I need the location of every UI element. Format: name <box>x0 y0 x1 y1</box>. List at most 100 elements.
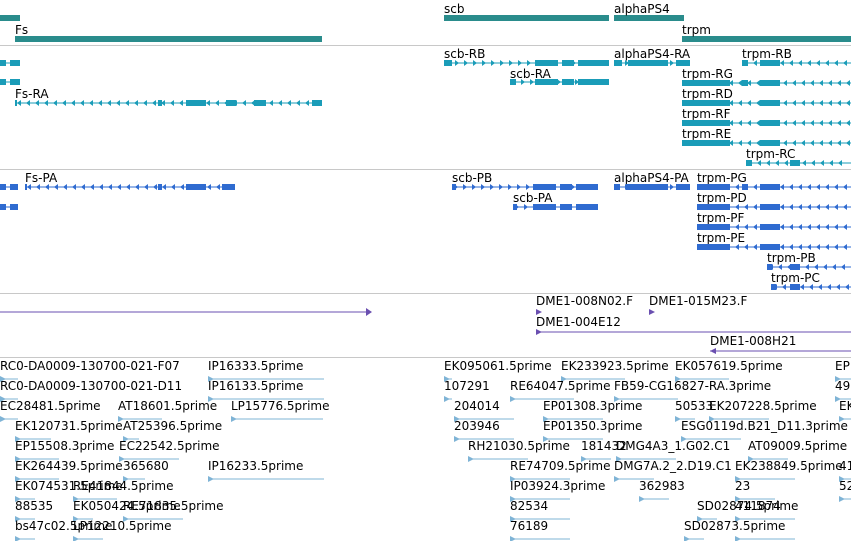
protein-label-trpm-pb[interactable]: trpm-PB <box>767 251 816 265</box>
est-2[interactable]: EK095061.5prime <box>444 359 552 373</box>
transcript-label-fs-ra[interactable]: Fs-RA <box>15 87 49 101</box>
transcript-fs-ra-strand <box>80 100 84 106</box>
transcript-label-trpm-re[interactable]: trpm-RE <box>682 127 731 141</box>
transcript-label-scb-ra[interactable]: scb-RA <box>510 67 552 81</box>
est-53[interactable]: SD02873.5prime <box>684 519 785 533</box>
est-12[interactable]: EC28481.5prime <box>0 399 101 413</box>
transcript-trpm-rg-strand <box>684 80 688 86</box>
transcript-label-trpm-rf[interactable]: trpm-RF <box>682 107 731 121</box>
protein-label-fs-pa[interactable]: Fs-PA <box>25 171 58 185</box>
protein-label-alphaps4-pa[interactable]: alphaPS4-PA <box>614 171 690 185</box>
est-48[interactable]: SD02874.5prime <box>697 499 798 513</box>
est-1[interactable]: IP16333.5prime <box>208 359 303 373</box>
est-22[interactable]: 203946 <box>454 419 500 433</box>
est-25[interactable]: EP15508.3prime <box>15 439 114 453</box>
est-16[interactable]: EP01308.3prime <box>543 399 642 413</box>
est-30[interactable]: AT09009.5prime <box>748 439 847 453</box>
protein-label-trpm-pf[interactable]: trpm-PF <box>697 211 745 225</box>
est-45[interactable]: EK050424.5prime <box>73 499 181 513</box>
est-52[interactable]: 76189 <box>510 519 548 533</box>
transcript-scb-ra-exon <box>535 79 558 85</box>
gene-label-alphaps4[interactable]: alphaPS4 <box>614 2 670 16</box>
est-29[interactable]: DMG4A3_1.G02.C1 <box>616 439 730 453</box>
est-10[interactable]: FB59-CG16827-RA.3prime <box>614 379 771 393</box>
est-4[interactable]: EK057619.5prime <box>675 359 783 373</box>
est-20[interactable]: EK120731.5prime <box>15 419 123 433</box>
protein-label-scb-pa[interactable]: scb-PA <box>513 191 553 205</box>
est-3[interactable]: EK233923.5prime <box>561 359 669 373</box>
est-37[interactable]: 411810 <box>839 459 851 473</box>
est-15[interactable]: 204014 <box>454 399 500 413</box>
protein-label-trpm-pg[interactable]: trpm-PG <box>697 171 747 185</box>
est-40[interactable]: IP03924.3prime <box>510 479 605 493</box>
transcript-trpm-re-strand <box>783 140 787 146</box>
est-47[interactable]: 82534 <box>510 499 548 513</box>
est-44[interactable]: 88535 <box>15 499 53 513</box>
protein-scb-pb-exon <box>576 184 598 190</box>
est-43[interactable]: 520288 <box>839 479 851 493</box>
clone-label-008n02[interactable]: DME1-008N02.F <box>536 294 633 308</box>
est-21[interactable]: AT25396.5prime <box>123 419 222 433</box>
transcript-trpm-rg-strand <box>801 80 805 86</box>
protein-trpm-pd-strand <box>843 204 847 210</box>
est-11[interactable]: 49 <box>835 379 850 393</box>
est-31[interactable]: EK264439.5prime <box>15 459 123 473</box>
transcript-trpm-rc-strand <box>820 160 824 166</box>
clone-label-015m23[interactable]: DME1-015M23.F <box>649 294 747 308</box>
transcript-trpm-rd-strand <box>738 100 742 106</box>
transcript-fs-ra-exon <box>15 100 17 106</box>
transcript-label-trpm-rc[interactable]: trpm-RC <box>746 147 795 161</box>
est-23[interactable]: EP01350.3prime <box>543 419 642 433</box>
est-13[interactable]: AT18601.5prime <box>118 399 217 413</box>
est-27[interactable]: RH21030.5prime <box>468 439 570 453</box>
est-39[interactable]: RE41844.5prime <box>73 479 174 493</box>
est-28[interactable]: 181432 <box>581 439 627 453</box>
est-46[interactable]: RE71835.5prime <box>123 499 224 513</box>
transcript-label-scb-rb[interactable]: scb-RB <box>444 47 485 61</box>
protein-label-trpm-pc[interactable]: trpm-PC <box>771 271 820 285</box>
protein-label-trpm-pd[interactable]: trpm-PD <box>697 191 747 205</box>
est-36[interactable]: EK238849.5prime <box>735 459 843 473</box>
transcript-label-trpm-rd[interactable]: trpm-RD <box>682 87 733 101</box>
est-9[interactable]: RE64047.5prime <box>510 379 611 393</box>
protein-label-scb-pb[interactable]: scb-PB <box>452 171 492 185</box>
est-32[interactable]: 365680 <box>123 459 169 473</box>
est-38[interactable]: EK074531.5prime <box>15 479 123 493</box>
protein-label-trpm-pe[interactable]: trpm-PE <box>697 231 745 245</box>
transcript-label-alphaps4-ra[interactable]: alphaPS4-RA <box>614 47 691 61</box>
est-33[interactable]: IP16233.5prime <box>208 459 303 473</box>
protein-trpm-pc-strand <box>782 284 786 290</box>
transcript-trpm-rb-strand <box>762 60 766 66</box>
est-51[interactable]: LP12210.5prime <box>73 519 172 533</box>
est-18[interactable]: EK207228.5prime <box>709 399 817 413</box>
est-8[interactable]: 107291 <box>444 379 490 393</box>
clone-label-008h21[interactable]: DME1-008H21 <box>710 334 796 348</box>
est-34[interactable]: RE74709.5prime <box>510 459 611 473</box>
est-14[interactable]: LP15776.5prime <box>231 399 330 413</box>
est-17[interactable]: 50533 <box>675 399 713 413</box>
gene-label-scb[interactable]: scb <box>444 2 464 16</box>
est-35[interactable]: DMG7A.2_2.D19.C1 <box>614 459 732 473</box>
est-49[interactable]: 411874 <box>735 499 781 513</box>
est-7[interactable]: IP16133.5prime <box>208 379 303 393</box>
est-0[interactable]: RC0-DA0009-130700-021-F07 <box>0 359 180 373</box>
est-5[interactable]: EP <box>835 359 850 373</box>
protein-trpm-pe-strand <box>780 244 784 250</box>
est-41[interactable]: 362983 <box>639 479 685 493</box>
transcript-trpm-rg-strand <box>846 80 850 86</box>
clone-label-004e12[interactable]: DME1-004E12 <box>536 315 621 329</box>
est-19[interactable]: EK <box>839 399 851 413</box>
est-50[interactable]: bs47c02.5prime <box>15 519 112 533</box>
transcript-label-trpm-rg[interactable]: trpm-RG <box>682 67 733 81</box>
est-36-arrow <box>735 476 741 482</box>
est-42[interactable]: 23 <box>735 479 750 493</box>
gene-label-trpm[interactable]: trpm <box>682 23 711 37</box>
est-24[interactable]: ESG0119d.B21_D11.3prime <box>681 419 848 433</box>
protein-trpm-pf-strand <box>843 224 847 230</box>
transcript-label-trpm-rb[interactable]: trpm-RB <box>742 47 792 61</box>
gene-label-fs[interactable]: Fs <box>15 23 28 37</box>
protein-left-b-strand <box>2 204 6 210</box>
est-26[interactable]: EC22542.5prime <box>119 439 220 453</box>
protein-fs-pa-strand <box>45 184 49 190</box>
est-6[interactable]: RC0-DA0009-130700-021-D11 <box>0 379 182 393</box>
